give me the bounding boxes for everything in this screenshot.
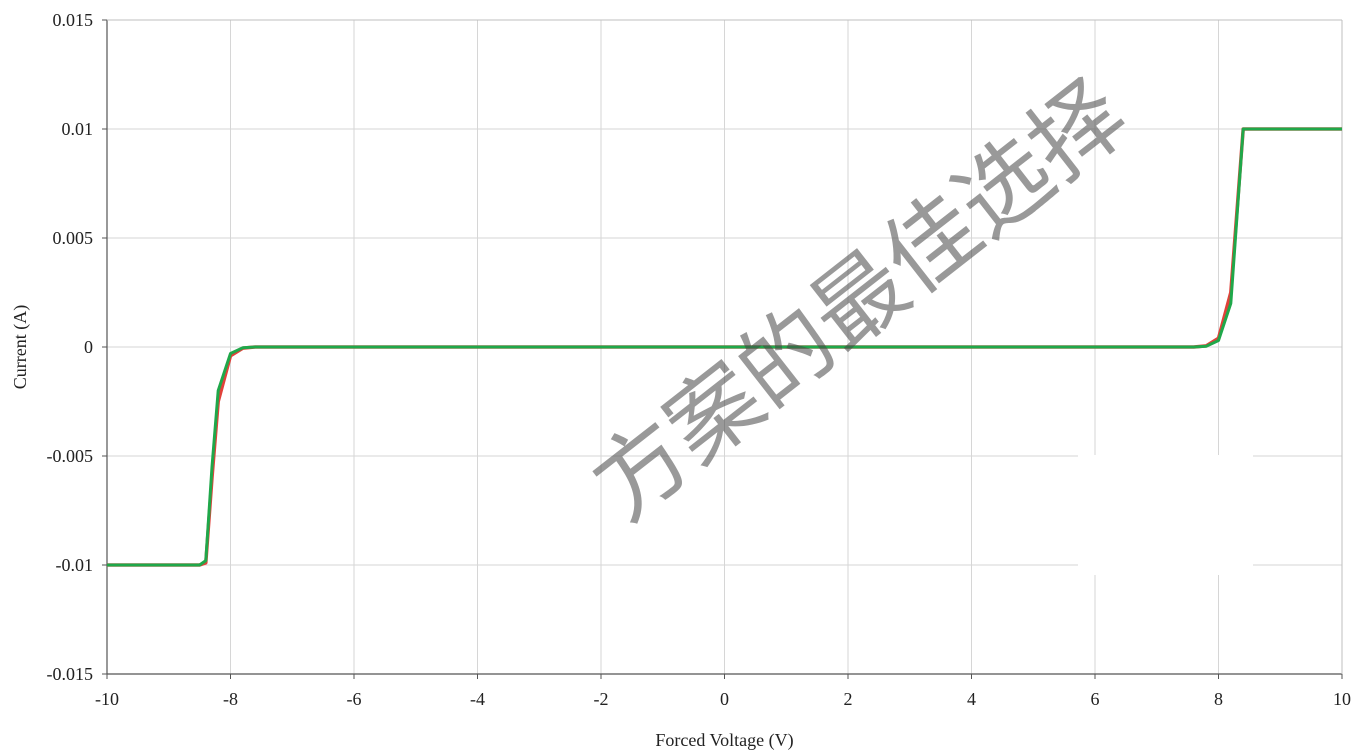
y-tick-label: -0.01 xyxy=(56,555,94,575)
y-tick-label: 0.005 xyxy=(53,228,94,248)
x-axis-label: Forced Voltage (V) xyxy=(655,730,793,751)
y-tick-label: 0 xyxy=(84,337,93,357)
y-tick-label: -0.015 xyxy=(47,664,94,684)
y-tick-label: -0.005 xyxy=(47,446,94,466)
y-tick-label: 0.01 xyxy=(62,119,94,139)
y-axis-label: Current (A) xyxy=(10,305,31,389)
data-series xyxy=(107,127,1342,567)
x-tick-label: 6 xyxy=(1091,689,1100,709)
x-tick-label: 4 xyxy=(967,689,976,709)
y-tick-labels: 0.015 0.01 0.005 0 -0.005 -0.01 -0.015 xyxy=(47,10,94,684)
x-tick-label: -6 xyxy=(347,689,362,709)
plot-axes xyxy=(102,19,1343,679)
x-tick-label: 10 xyxy=(1333,689,1351,709)
watermark-patch xyxy=(1078,455,1253,575)
x-tick-labels: -10 -8 -6 -4 -2 0 2 4 6 8 10 xyxy=(95,689,1351,709)
series-line-2 xyxy=(107,127,1342,567)
x-tick-label: -2 xyxy=(594,689,609,709)
y-tick-label: 0.015 xyxy=(53,10,94,30)
x-tick-label: 8 xyxy=(1214,689,1223,709)
x-tick-label: 2 xyxy=(844,689,853,709)
x-tick-label: -8 xyxy=(223,689,238,709)
x-tick-label: -4 xyxy=(470,689,485,709)
x-tick-label: -10 xyxy=(95,689,119,709)
x-tick-label: 0 xyxy=(720,689,729,709)
